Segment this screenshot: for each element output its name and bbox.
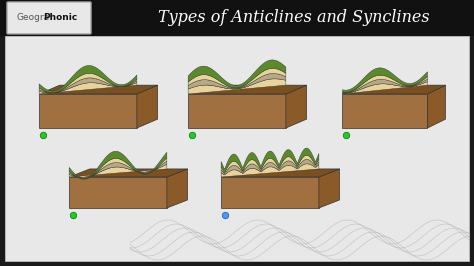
Polygon shape — [69, 158, 167, 179]
Point — [39, 133, 47, 137]
Polygon shape — [319, 169, 339, 208]
Bar — [5, 36, 469, 261]
Polygon shape — [188, 79, 286, 94]
Polygon shape — [167, 169, 188, 208]
Polygon shape — [221, 164, 319, 177]
Polygon shape — [69, 177, 167, 208]
Polygon shape — [343, 94, 428, 128]
Polygon shape — [428, 85, 446, 128]
Polygon shape — [69, 151, 167, 179]
Polygon shape — [137, 85, 157, 128]
Polygon shape — [39, 65, 137, 93]
Polygon shape — [343, 79, 428, 93]
Point — [188, 133, 196, 137]
Polygon shape — [343, 68, 428, 92]
Polygon shape — [39, 73, 137, 93]
Polygon shape — [188, 68, 286, 88]
Polygon shape — [188, 60, 286, 88]
Polygon shape — [221, 159, 319, 175]
Polygon shape — [69, 169, 188, 177]
Polygon shape — [343, 85, 446, 94]
Polygon shape — [69, 164, 167, 177]
Point — [69, 213, 77, 217]
Bar — [0, 0, 474, 36]
FancyBboxPatch shape — [7, 2, 91, 34]
Text: Phonic: Phonic — [43, 14, 77, 22]
Polygon shape — [39, 83, 137, 94]
Polygon shape — [221, 155, 319, 174]
Point — [221, 213, 229, 217]
Polygon shape — [221, 169, 339, 177]
Polygon shape — [343, 75, 428, 93]
Polygon shape — [221, 177, 319, 208]
Polygon shape — [188, 94, 286, 128]
Polygon shape — [188, 85, 307, 94]
Point — [343, 133, 350, 137]
Polygon shape — [39, 85, 157, 94]
Polygon shape — [286, 85, 307, 128]
Text: Types of Anticlines and Synclines: Types of Anticlines and Synclines — [158, 10, 430, 26]
Polygon shape — [69, 161, 167, 178]
Text: Geogra: Geogra — [16, 14, 49, 22]
Polygon shape — [188, 73, 286, 89]
Polygon shape — [39, 78, 137, 93]
Polygon shape — [39, 94, 137, 128]
Polygon shape — [221, 148, 319, 172]
Polygon shape — [343, 82, 428, 94]
